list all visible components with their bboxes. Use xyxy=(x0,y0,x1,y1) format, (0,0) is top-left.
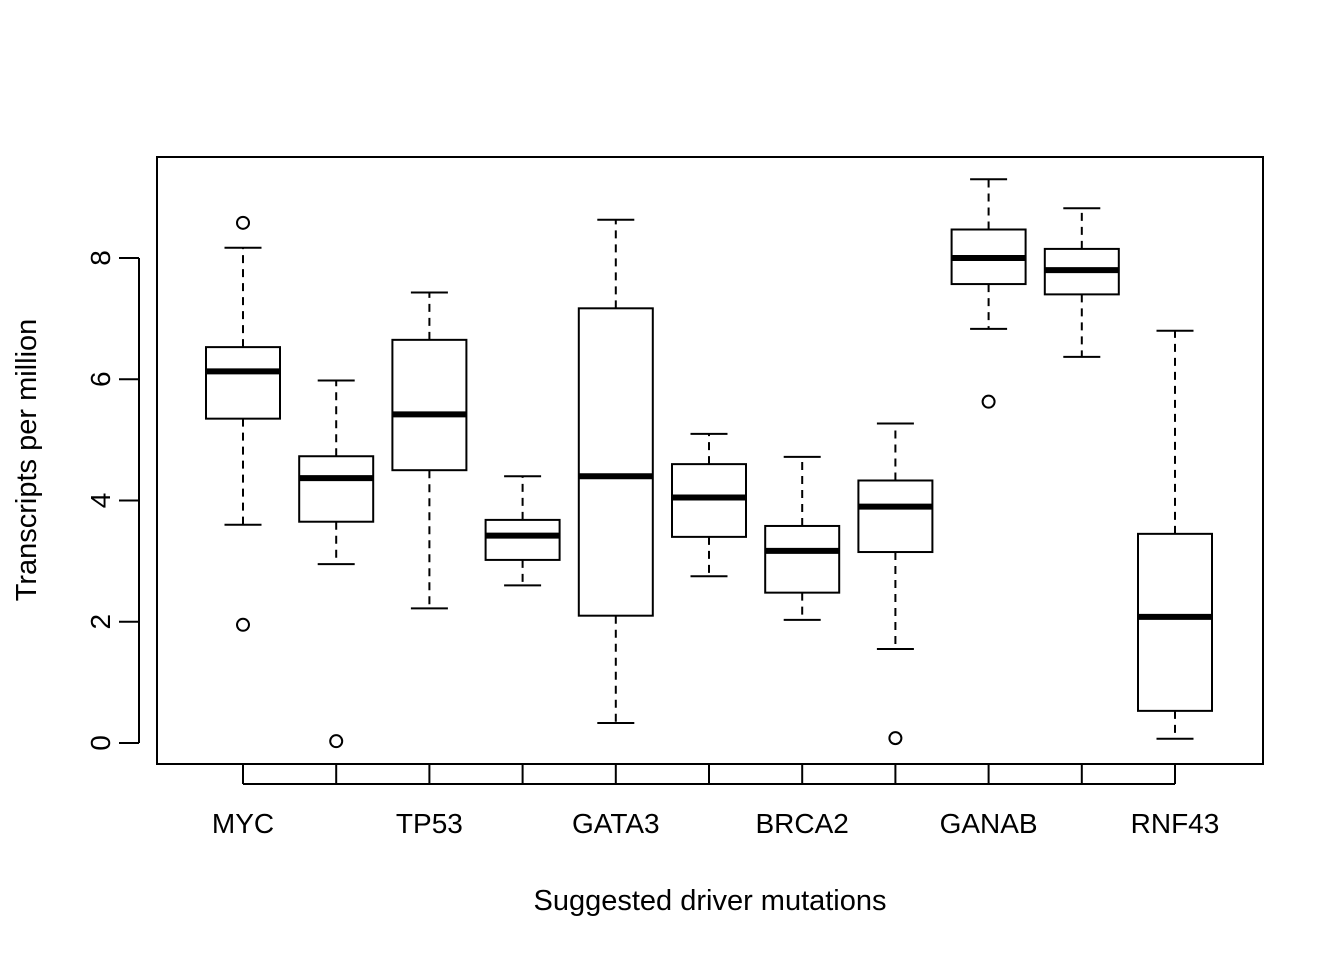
box-group xyxy=(298,379,375,749)
box xyxy=(484,518,561,561)
x-tick-label: GATA3 xyxy=(572,808,660,839)
box-group xyxy=(764,455,841,621)
box-group xyxy=(577,218,654,724)
outlier-point xyxy=(236,617,250,632)
outlier-point xyxy=(888,731,903,746)
y-tick-label: 2 xyxy=(85,614,116,630)
box-group xyxy=(671,432,747,578)
box xyxy=(764,524,841,594)
y-tick-label: 6 xyxy=(85,371,116,387)
x-tick-label: TP53 xyxy=(396,808,463,839)
box xyxy=(298,455,375,523)
box xyxy=(205,346,281,420)
y-tick-label: 0 xyxy=(85,735,116,751)
box-group xyxy=(1043,207,1120,358)
x-tick-label: GANAB xyxy=(940,808,1038,839)
box xyxy=(391,338,468,472)
x-tick-label: RNF43 xyxy=(1131,808,1220,839)
box xyxy=(671,463,747,538)
x-axis: MYC TP53 GATA3 BRCA2 GANAB RNF43 xyxy=(212,764,1219,839)
outlier-point xyxy=(981,394,996,409)
box xyxy=(577,307,654,617)
outlier-point xyxy=(329,734,344,749)
x-axis-label: Suggested driver mutations xyxy=(533,885,886,917)
y-axis-label: Transcripts per million xyxy=(11,319,43,602)
outlier-point xyxy=(236,215,250,230)
box-group xyxy=(857,422,934,746)
y-tick-label: 4 xyxy=(85,493,116,509)
box-group xyxy=(950,178,1027,409)
box-group xyxy=(1137,329,1213,740)
box-group xyxy=(205,215,281,632)
y-tick-label: 8 xyxy=(85,250,116,266)
box xyxy=(857,479,934,554)
y-axis: 0 2 4 6 8 xyxy=(85,250,140,751)
box-group xyxy=(391,291,468,610)
box-group xyxy=(484,475,561,587)
x-tick-label: MYC xyxy=(212,808,274,839)
x-tick-label: BRCA2 xyxy=(756,808,849,839)
box xyxy=(1137,532,1213,712)
boxes xyxy=(205,178,1213,749)
